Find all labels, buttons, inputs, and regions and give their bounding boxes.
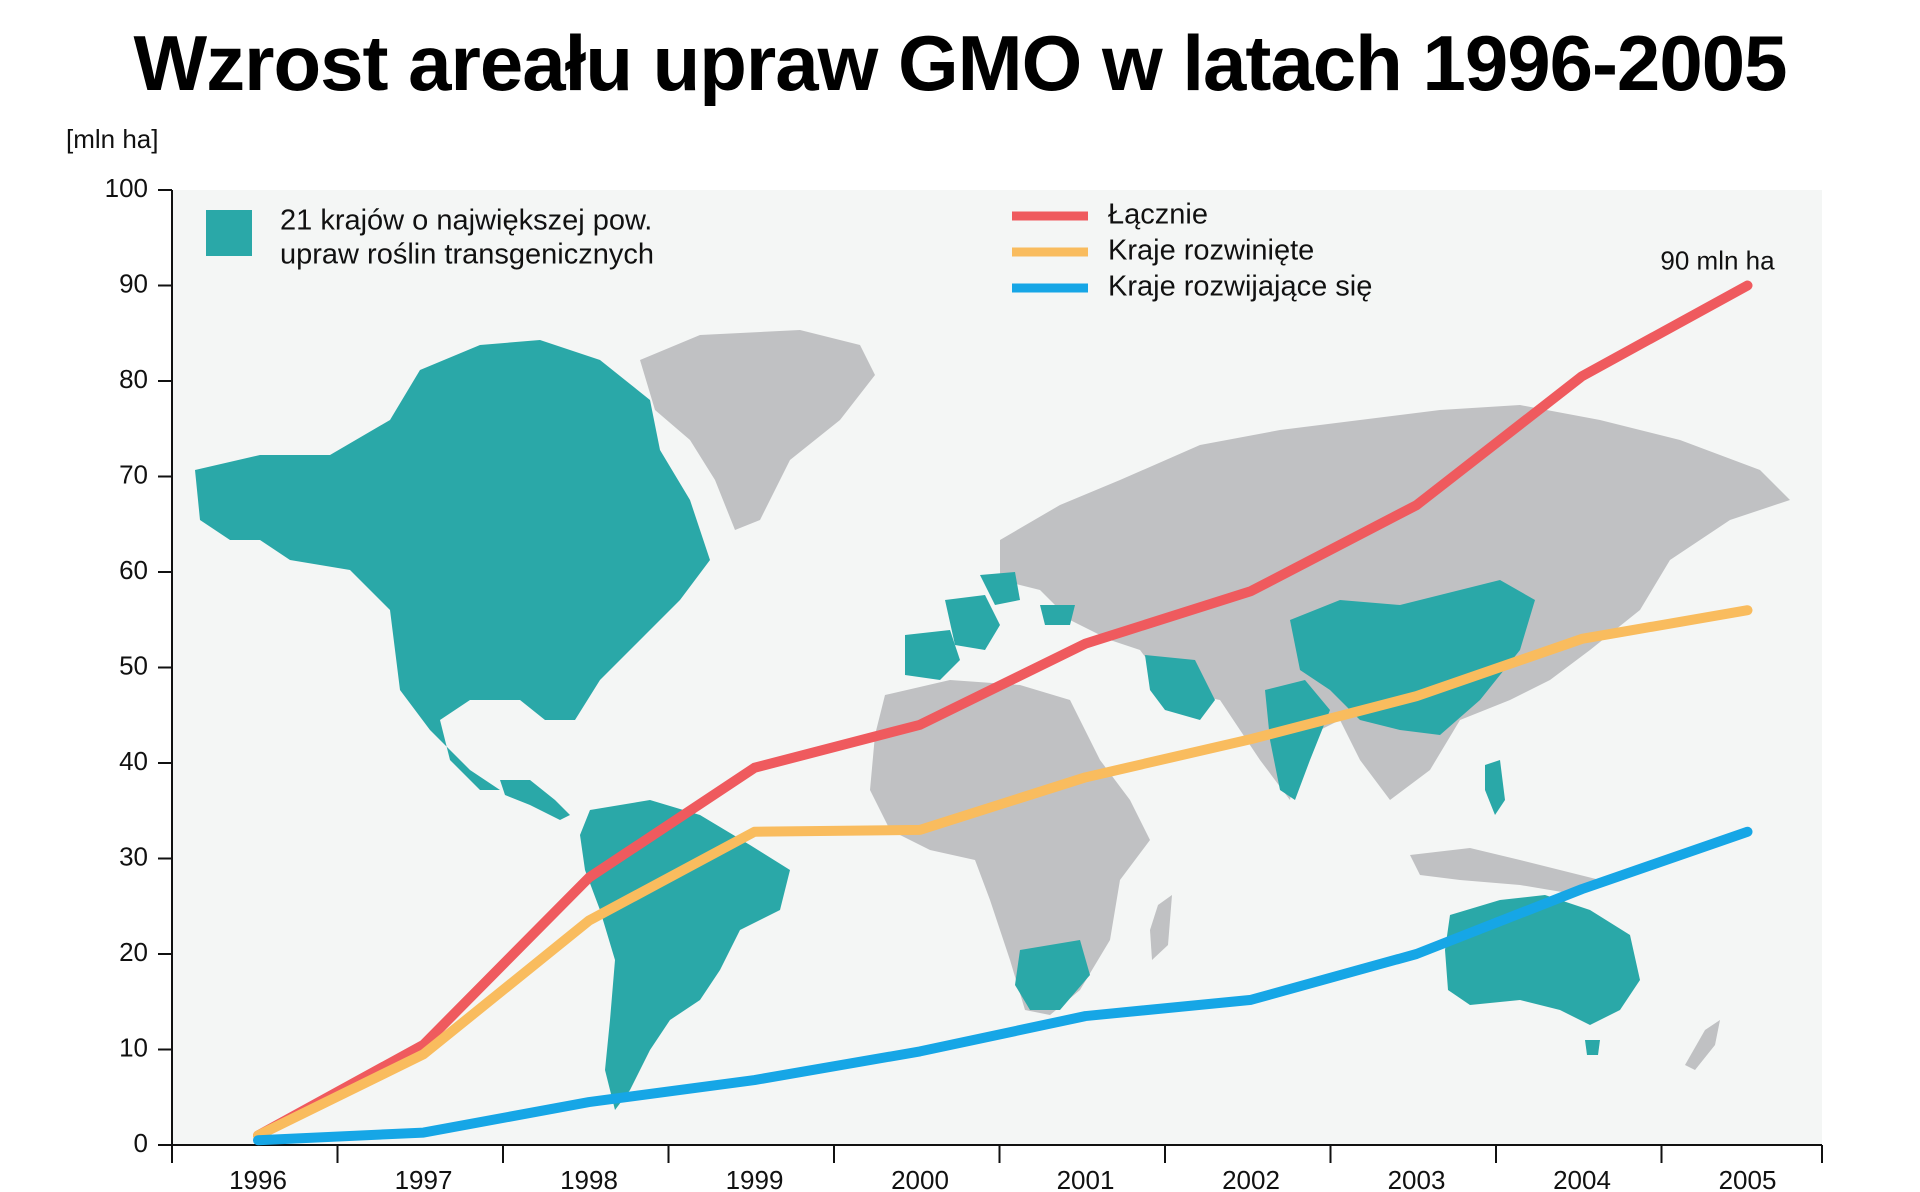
- map-south-america: [580, 800, 790, 1110]
- series-lines: [253, 280, 1753, 1146]
- y-tick-label: 90: [119, 268, 148, 298]
- y-tick-label: 0: [134, 1128, 148, 1158]
- y-tick-label: 80: [119, 364, 148, 394]
- x-tick-label: 2003: [1388, 1165, 1446, 1192]
- x-tick-label: 1996: [229, 1165, 287, 1192]
- x-ticks: 1996 1997 1998 1999 2000 2001 2002 2003 2004 2005: [171, 1145, 1823, 1192]
- series-line-1: [253, 280, 1753, 1141]
- map-tasmania: [1585, 1040, 1600, 1055]
- x-tick-label: 2004: [1553, 1165, 1611, 1192]
- map-africa: [870, 680, 1150, 1015]
- map-madagascar: [1150, 895, 1172, 960]
- annotation-90-mln-ha: 90 mln ha: [1660, 246, 1775, 276]
- chart-title: Wzrost areału upraw GMO w latach 1996-20…: [133, 19, 1788, 107]
- map-south-africa: [1015, 940, 1090, 1010]
- map-spain: [905, 630, 960, 680]
- legend-label-2: Kraje rozwinięte: [1108, 235, 1314, 267]
- y-tick-label: 40: [119, 746, 148, 776]
- map-india: [1265, 680, 1330, 800]
- y-tick-label: 20: [119, 937, 148, 967]
- map-indonesia: [1410, 848, 1600, 895]
- x-tick-label: 2002: [1222, 1165, 1280, 1192]
- world-map: [195, 330, 1790, 1110]
- y-tick-label: 50: [119, 650, 148, 680]
- legend-label-1: Łącznie: [1108, 199, 1208, 231]
- legend-label-3: Kraje rozwijające się: [1108, 271, 1372, 303]
- y-tick-label: 70: [119, 459, 148, 489]
- x-tick-label: 2000: [891, 1165, 949, 1192]
- map-eurasia: [1000, 405, 1790, 800]
- map-philippines: [1485, 760, 1505, 815]
- y-tick-label: 10: [119, 1032, 148, 1062]
- y-tick-label: 100: [105, 173, 148, 203]
- y-tick-label: 60: [119, 555, 148, 585]
- x-tick-label: 2005: [1719, 1165, 1777, 1192]
- x-tick-label: 1997: [395, 1165, 453, 1192]
- series-line-2: [253, 605, 1753, 1141]
- map-greenland: [640, 330, 875, 530]
- map-germany: [980, 572, 1020, 605]
- map-romania: [1040, 605, 1075, 625]
- map-iran: [1145, 655, 1215, 720]
- y-ticks: 0 10 20 30 40 50 60 70 80 90 100: [105, 173, 172, 1158]
- x-tick-label: 1999: [726, 1165, 784, 1192]
- map-legend: 21 krajów o największej pow. upraw rośli…: [206, 205, 654, 271]
- map-china: [1290, 580, 1535, 735]
- map-legend-label-line2: upraw roślin transgenicznych: [280, 239, 654, 271]
- x-tick-label: 1998: [560, 1165, 618, 1192]
- map-new-zealand: [1685, 1020, 1720, 1070]
- series-line-3: [253, 826, 1753, 1146]
- map-legend-swatch: [206, 210, 252, 256]
- x-tick-label: 2001: [1057, 1165, 1115, 1192]
- map-legend-label-line1: 21 krajów o największej pow.: [280, 205, 652, 237]
- y-axis-label: [mln ha]: [66, 124, 159, 154]
- map-north-america: [195, 340, 710, 790]
- y-tick-label: 30: [119, 841, 148, 871]
- series-legend: Łącznie Kraje rozwinięte Kraje rozwijające…: [1012, 199, 1372, 303]
- map-france: [945, 595, 1000, 650]
- map-central-america: [500, 780, 570, 820]
